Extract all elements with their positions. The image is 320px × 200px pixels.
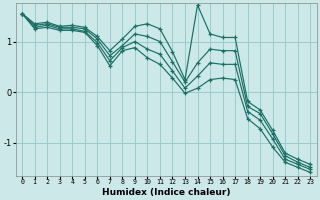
X-axis label: Humidex (Indice chaleur): Humidex (Indice chaleur) bbox=[102, 188, 230, 197]
